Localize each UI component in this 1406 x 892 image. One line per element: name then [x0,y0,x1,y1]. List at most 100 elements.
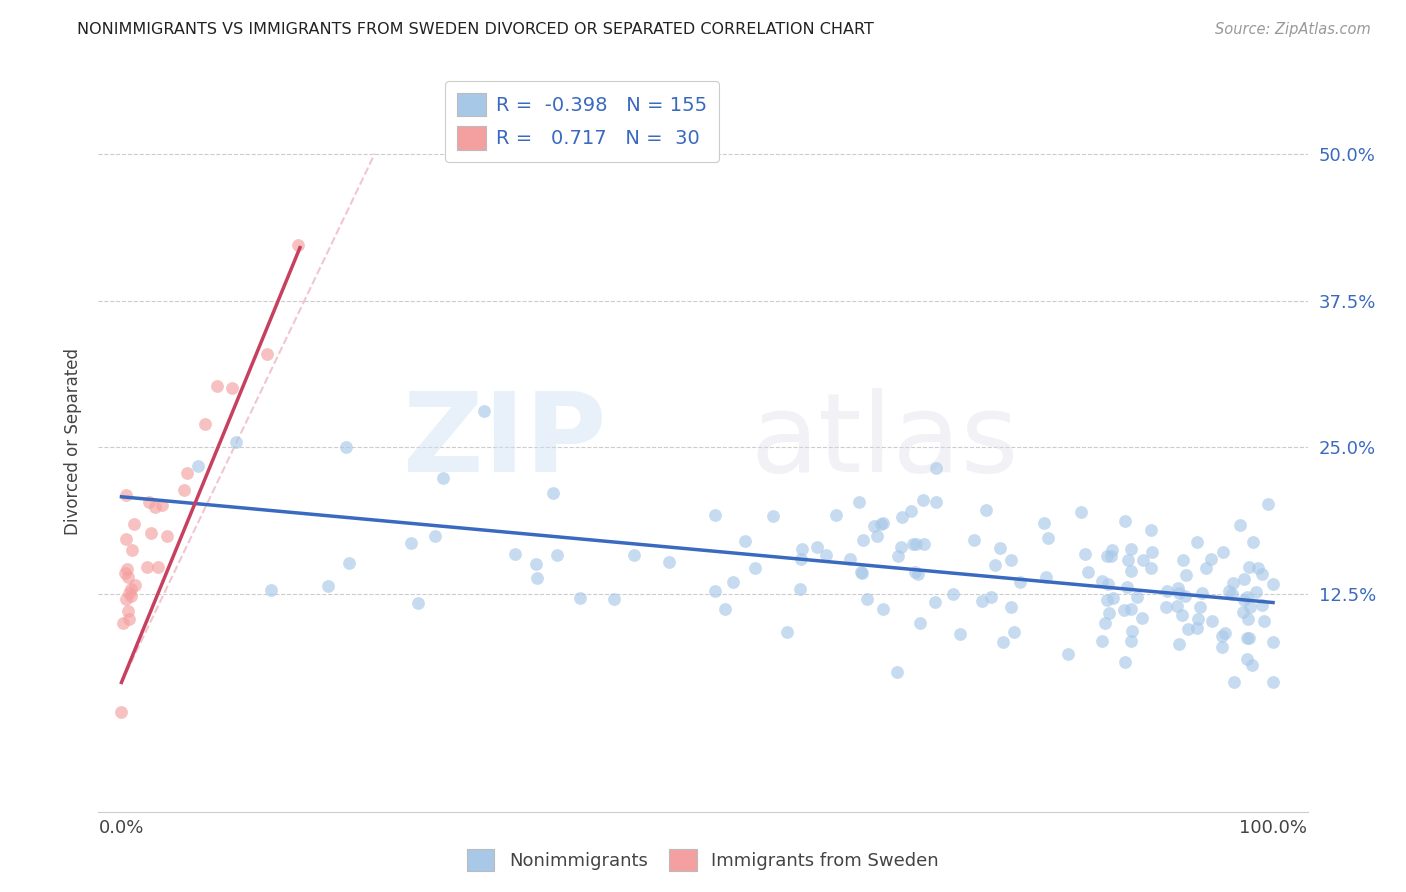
Point [1195,560,1218,574]
Point [891,510,914,524]
Point [141,526,163,541]
Point [256,346,278,360]
Point [904,565,927,579]
Point [903,537,925,551]
Point [1116,553,1139,567]
Point [658,555,681,569]
Point [704,583,727,598]
Point [1261,635,1284,649]
Point [503,547,526,561]
Point [970,594,993,608]
Point [1154,599,1177,614]
Point [117,570,139,584]
Point [866,529,889,543]
Point [1211,640,1233,654]
Point [124,517,146,532]
Point [1114,655,1136,669]
Point [886,665,908,680]
Point [1077,565,1099,579]
Point [1241,535,1264,549]
Point [1097,577,1119,591]
Point [911,492,934,507]
Point [887,549,910,564]
Point [924,495,946,509]
Point [124,578,146,592]
Point [1156,584,1178,599]
Point [524,557,547,571]
Point [1250,599,1272,613]
Point [173,483,195,497]
Point [1167,581,1189,595]
Point [117,604,139,618]
Point [1213,626,1236,640]
Point [1185,535,1208,549]
Point [713,602,735,616]
Point [1099,549,1122,564]
Point [1261,577,1284,591]
Point [115,532,138,546]
Point [1121,634,1143,648]
Point [541,486,564,500]
Point [1033,516,1056,530]
Point [1177,622,1199,636]
Point [1236,612,1258,626]
Point [194,417,217,431]
Point [1191,586,1213,600]
Point [260,583,283,598]
Point [1102,591,1125,606]
Point [1074,547,1097,561]
Point [406,596,429,610]
Point [1189,599,1212,614]
Point [1119,602,1142,616]
Point [948,626,970,640]
Point [814,549,837,563]
Point [1132,553,1154,567]
Point [1112,603,1135,617]
Point [1171,552,1194,566]
Point [569,591,592,605]
Point [117,612,139,626]
Point [1233,572,1256,586]
Point [603,592,626,607]
Point [138,495,160,509]
Point [1237,631,1260,645]
Point [148,560,170,574]
Point [1174,590,1197,604]
Point [1222,575,1244,590]
Point [1237,559,1260,574]
Point [120,590,142,604]
Point [744,560,766,574]
Point [862,519,884,533]
Point [623,548,645,562]
Point [110,705,132,719]
Point [900,504,922,518]
Point [721,574,744,589]
Point [912,537,935,551]
Point [1168,637,1191,651]
Point [1201,614,1223,628]
Point [1070,505,1092,519]
Point [925,460,948,475]
Point [1170,607,1192,622]
Point [1236,590,1258,604]
Point [851,566,873,580]
Point [1101,543,1123,558]
Point [984,558,1007,573]
Point [963,533,986,548]
Point [526,571,548,585]
Point [872,516,894,530]
Point [1097,606,1119,620]
Point [1247,561,1270,575]
Point [1036,531,1059,545]
Point [115,488,138,502]
Point [1095,549,1118,563]
Point [1091,574,1114,589]
Point [1211,629,1233,643]
Point [988,541,1011,555]
Point [205,378,228,392]
Point [121,543,143,558]
Point [1212,545,1234,559]
Point [1236,631,1258,645]
Point [1057,647,1080,661]
Point [1094,616,1116,631]
